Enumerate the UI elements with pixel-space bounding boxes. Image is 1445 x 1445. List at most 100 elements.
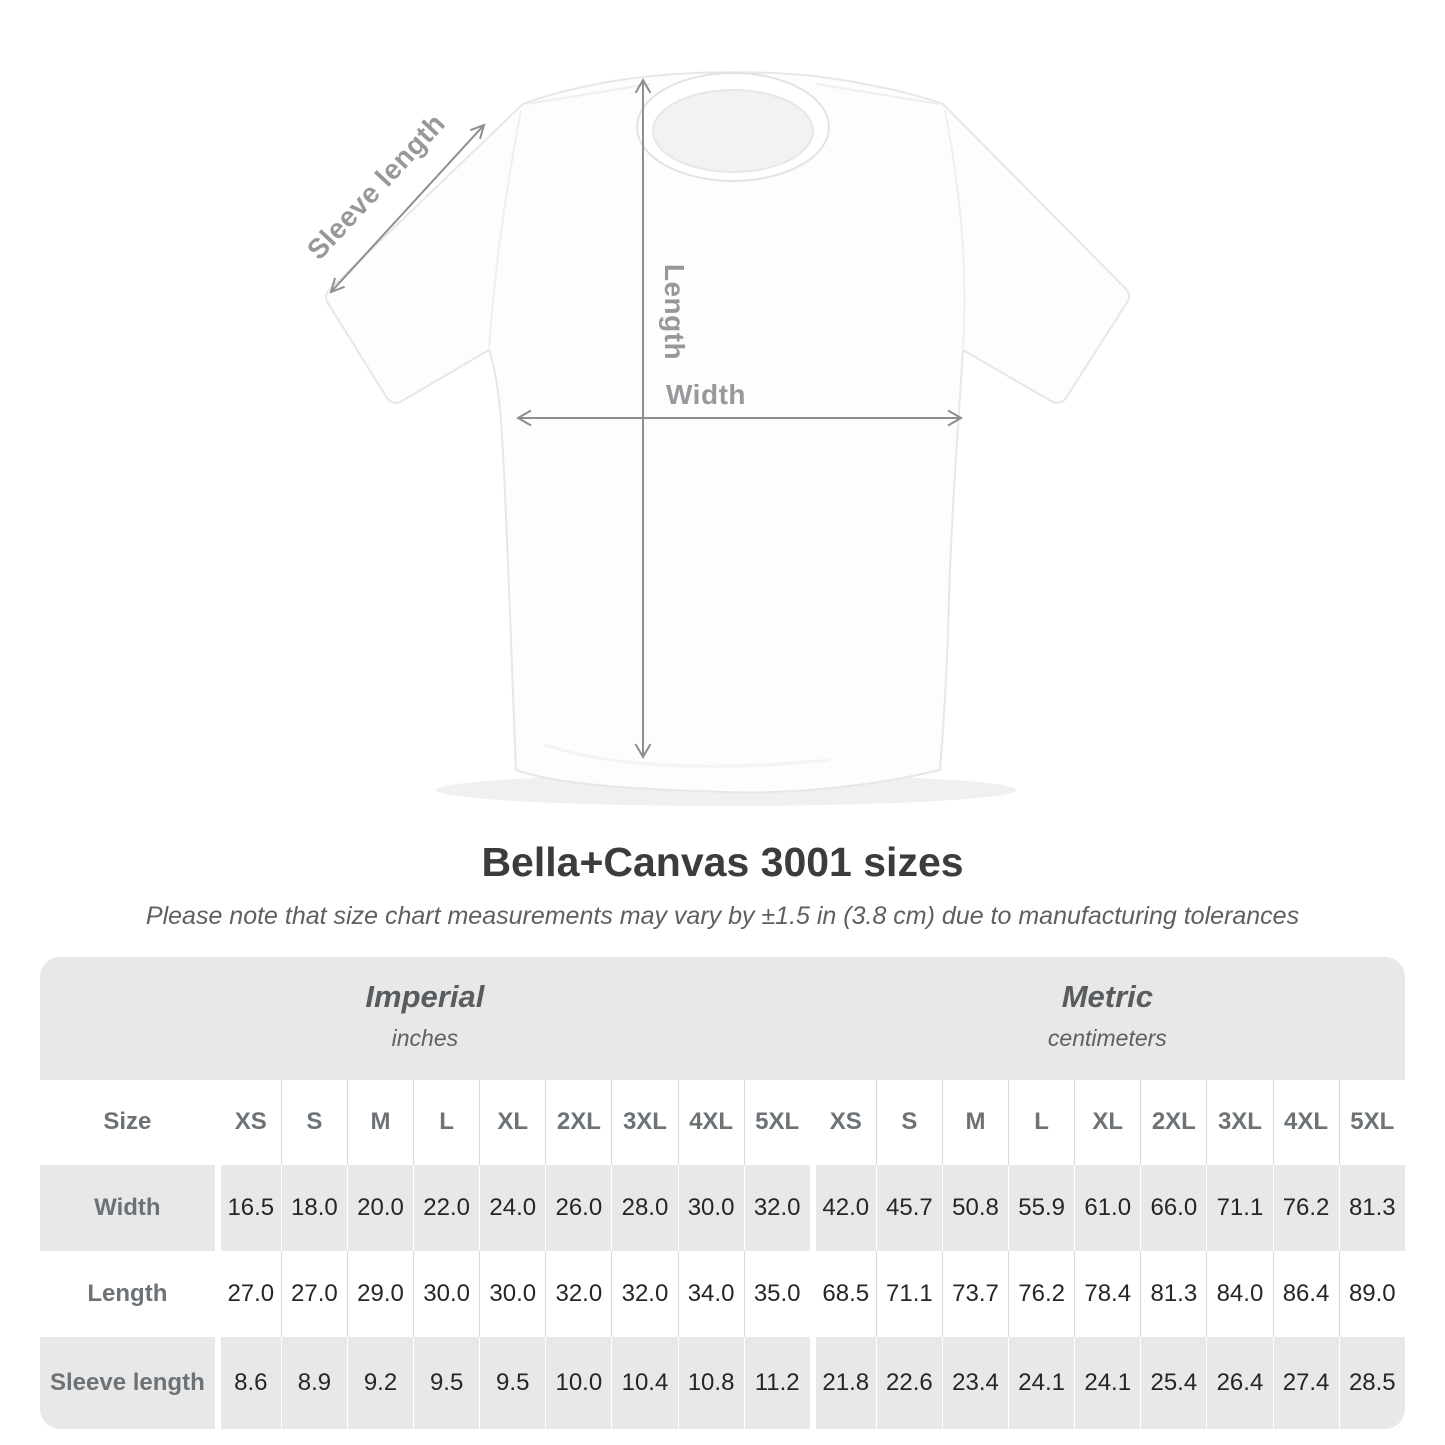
- collar-opening: [652, 89, 814, 173]
- imperial-label: Imperial: [365, 979, 485, 1015]
- table-cell: 18.0: [280, 1164, 347, 1251]
- size-col-header: 4XL: [1272, 1079, 1339, 1165]
- table-cell: 24.1: [1074, 1336, 1141, 1429]
- table-cell: 27.0: [280, 1250, 347, 1337]
- size-col-header: XL: [1074, 1079, 1141, 1165]
- table-cell: 55.9: [1008, 1164, 1075, 1251]
- size-col-header: S: [875, 1079, 942, 1165]
- metric-sublabel: centimeters: [1047, 1024, 1167, 1051]
- table-cell: 28.5: [1338, 1336, 1405, 1429]
- size-col-header: 5XL: [1338, 1079, 1405, 1165]
- table-cell: 32.0: [545, 1250, 612, 1337]
- table-cell: 66.0: [1140, 1164, 1207, 1251]
- length-label: Length: [659, 264, 690, 360]
- right-sleeve-seam: [944, 109, 966, 349]
- table-cell: 50.8: [941, 1164, 1009, 1251]
- size-col-header: 2XL: [1140, 1079, 1207, 1165]
- sleeve-length-arrow: [329, 123, 486, 294]
- width-label: Width: [666, 379, 746, 410]
- table-cell: 24.1: [1008, 1336, 1075, 1429]
- table-cell: 76.2: [1272, 1164, 1339, 1251]
- width-arrow: [515, 409, 964, 427]
- size-col-header: L: [413, 1079, 480, 1165]
- size-col-header: M: [941, 1079, 1009, 1165]
- hem-fold: [544, 743, 831, 768]
- table-cell: 32.0: [611, 1250, 678, 1337]
- table-cell: 32.0: [743, 1164, 810, 1251]
- size-header: Size: [40, 1079, 215, 1165]
- table-cell: 81.3: [1140, 1250, 1207, 1337]
- table-cell: 9.5: [413, 1336, 480, 1429]
- table-cell: 9.5: [479, 1336, 546, 1429]
- page-title: Bella+Canvas 3001 sizes: [481, 839, 964, 885]
- table-cell: 27.4: [1272, 1336, 1339, 1429]
- right-shoulder-seam: [815, 83, 940, 105]
- metric-group-header: Metric centimeters: [809, 957, 1405, 1080]
- table-cell: 25.4: [1140, 1336, 1207, 1429]
- size-col-header: 4XL: [677, 1079, 744, 1165]
- table-cell: 10.0: [545, 1336, 612, 1429]
- table-row-length: Length 27.0 27.0 29.0 30.0 30.0 32.0 32.…: [40, 1250, 1405, 1337]
- table-cell: 35.0: [743, 1250, 810, 1337]
- imperial-group-header: Imperial inches: [40, 957, 810, 1080]
- tshirt-body: [325, 71, 1130, 794]
- size-table-container: Imperial inches Metric centimeters Size …: [40, 957, 1405, 1429]
- table-cell: 71.1: [1206, 1164, 1273, 1251]
- table-cell: 21.8: [809, 1336, 876, 1429]
- size-header-row: Size XS S M L XL 2XL 3XL 4XL 5XL XS S M …: [40, 1079, 1405, 1165]
- row-label: Width: [40, 1164, 215, 1251]
- table-cell: 8.6: [214, 1336, 281, 1429]
- row-label: Length: [40, 1250, 215, 1337]
- table-cell: 89.0: [1338, 1250, 1405, 1337]
- table-cell: 84.0: [1206, 1250, 1273, 1337]
- table-cell: 73.7: [941, 1250, 1009, 1337]
- table-cell: 26.4: [1206, 1336, 1273, 1429]
- table-row-width: Width 16.5 18.0 20.0 22.0 24.0 26.0 28.0…: [40, 1164, 1405, 1251]
- table-cell: 30.0: [413, 1250, 480, 1337]
- left-shoulder-seam: [526, 83, 651, 105]
- table-cell: 42.0: [809, 1164, 876, 1251]
- table-cell: 34.0: [677, 1250, 744, 1337]
- metric-label: Metric: [1061, 979, 1154, 1015]
- row-label: Sleeve length: [40, 1336, 215, 1429]
- size-col-header: M: [346, 1079, 414, 1165]
- table-cell: 86.4: [1272, 1250, 1339, 1337]
- table-cell: 28.0: [611, 1164, 678, 1251]
- left-sleeve-seam: [488, 109, 522, 349]
- size-col-header: 2XL: [545, 1079, 612, 1165]
- table-cell: 10.8: [677, 1336, 744, 1429]
- table-cell: 24.0: [479, 1164, 546, 1251]
- size-col-header: XL: [479, 1079, 546, 1165]
- table-cell: 76.2: [1008, 1250, 1075, 1337]
- table-cell: 10.4: [611, 1336, 678, 1429]
- unit-group-header-row: Imperial inches Metric centimeters: [40, 957, 1405, 1080]
- size-col-header: S: [280, 1079, 347, 1165]
- table-cell: 20.0: [346, 1164, 414, 1251]
- tshirt-illustration: Sleeve length Length Width: [301, 71, 1130, 806]
- table-cell: 30.0: [479, 1250, 546, 1337]
- page-subtitle: Please note that size chart measurements…: [145, 902, 1300, 931]
- table-cell: 9.2: [346, 1336, 414, 1429]
- table-cell: 81.3: [1338, 1164, 1405, 1251]
- table-cell: 26.0: [545, 1164, 612, 1251]
- size-col-header: 5XL: [743, 1079, 810, 1165]
- size-col-header: XS: [214, 1079, 281, 1165]
- imperial-sublabel: inches: [391, 1024, 459, 1051]
- table-cell: 45.7: [875, 1164, 942, 1251]
- table-cell: 29.0: [346, 1250, 414, 1337]
- table-cell: 78.4: [1074, 1250, 1141, 1337]
- size-table: Imperial inches Metric centimeters Size …: [40, 957, 1405, 1429]
- table-cell: 22.6: [875, 1336, 942, 1429]
- table-cell: 8.9: [280, 1336, 347, 1429]
- table-cell: 16.5: [214, 1164, 281, 1251]
- table-cell: 68.5: [809, 1250, 876, 1337]
- size-col-header: XS: [809, 1079, 876, 1165]
- table-row-sleeve-length: Sleeve length 8.6 8.9 9.2 9.5 9.5 10.0 1…: [40, 1336, 1405, 1429]
- table-cell: 30.0: [677, 1164, 744, 1251]
- table-cell: 61.0: [1074, 1164, 1141, 1251]
- size-col-header: 3XL: [611, 1079, 678, 1165]
- table-cell: 22.0: [413, 1164, 480, 1251]
- table-cell: 23.4: [941, 1336, 1009, 1429]
- size-col-header: L: [1008, 1079, 1075, 1165]
- table-cell: 71.1: [875, 1250, 942, 1337]
